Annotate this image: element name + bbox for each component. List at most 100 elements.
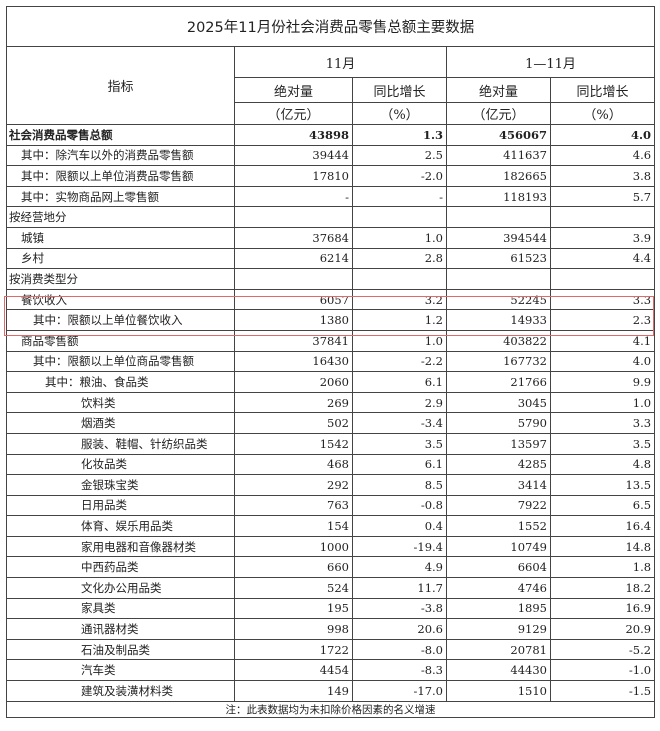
ytd-abs-unit: （亿元） — [446, 102, 551, 125]
table-row: 其中：限额以上单位消费品零售额 17810 -2.0 182665 3.8 — [6, 165, 656, 187]
row-label: 其中：粮油、食品类 — [6, 371, 235, 393]
month-abs-value — [234, 206, 353, 228]
ytd-abs-value: 118193 — [446, 185, 551, 208]
ytd-yoy-value: -5.2 — [549, 638, 656, 661]
month-abs-value: 195 — [234, 597, 353, 620]
table-row: 商品零售额 37841 1.0 403822 4.1 — [6, 329, 656, 352]
ytd-yoy-value: 18.2 — [549, 577, 656, 599]
month-yoy-value: 2.9 — [352, 391, 447, 414]
table-row: 化妆品类 468 6.1 4285 4.8 — [6, 453, 656, 476]
month-yoy-value: 0.4 — [352, 515, 447, 537]
ytd-yoy-value: 3.3 — [549, 288, 656, 311]
row-label: 其中：限额以上单位餐饮收入 — [6, 309, 235, 331]
month-yoy-value: 1.3 — [352, 124, 447, 146]
row-label: 按经营地分 — [6, 206, 235, 228]
ytd-yoy-value: 1.0 — [549, 391, 656, 414]
ytd-abs-value: 4746 — [446, 577, 551, 599]
month-yoy-value: -0.8 — [352, 494, 447, 517]
month-abs-value: 468 — [234, 453, 353, 476]
month-abs-value: 660 — [234, 556, 353, 579]
month-yoy-value: 1.0 — [352, 329, 447, 352]
month-abs-unit: （亿元） — [234, 102, 353, 125]
row-label: 其中：限额以上单位商品零售额 — [6, 350, 235, 373]
indicator-header: 指标 — [6, 46, 235, 125]
row-label: 商品零售额 — [6, 329, 235, 352]
table-row: 家用电器和音像器材类 1000 -19.4 10749 14.8 — [6, 535, 656, 558]
ytd-abs-value: 167732 — [446, 350, 551, 373]
month-abs-value: 4454 — [234, 659, 353, 682]
month-yoy-value — [352, 206, 447, 228]
ytd-yoy-value — [549, 268, 656, 290]
month-abs-value: 1542 — [234, 432, 353, 455]
ytd-abs-value: 6604 — [446, 556, 551, 579]
table-row: 餐饮收入 6057 3.2 52245 3.3 — [6, 288, 656, 311]
month-yoy-value: 6.1 — [352, 453, 447, 476]
month-yoy-value: 2.8 — [352, 247, 447, 270]
table-row: 按消费类型分 — [6, 268, 656, 290]
month-abs-value: 6057 — [234, 288, 353, 311]
month-yoy-value: -3.4 — [352, 412, 447, 434]
table-row: 其中：限额以上单位商品零售额 16430 -2.2 167732 4.0 — [6, 350, 656, 373]
table-row: 通讯器材类 998 20.6 9129 20.9 — [6, 618, 656, 640]
table-row: 城镇 37684 1.0 394544 3.9 — [6, 226, 656, 249]
ytd-yoy-value: 16.4 — [549, 515, 656, 537]
ytd-yoy-value: 13.5 — [549, 474, 656, 496]
month-abs-value: 763 — [234, 494, 353, 517]
ytd-yoy-value: 3.5 — [549, 432, 656, 455]
ytd-yoy-value: 3.9 — [549, 226, 656, 249]
month-yoy-header: 同比增长 — [352, 77, 447, 103]
table-row: 其中：实物商品网上零售额 - -118193 5.7 — [6, 185, 656, 208]
row-label: 日用品类 — [6, 494, 235, 517]
ytd-yoy-value: 2.3 — [549, 309, 656, 331]
ytd-yoy-value: 4.8 — [549, 453, 656, 476]
month-abs-value: 16430 — [234, 350, 353, 373]
ytd-abs-value: 4285 — [446, 453, 551, 476]
month-abs-value: 6214 — [234, 247, 353, 270]
ytd-yoy-value: 6.5 — [549, 494, 656, 517]
ytd-abs-value — [446, 206, 551, 228]
month-abs-value: 1000 — [234, 535, 353, 558]
table-row: 服装、鞋帽、针纺织品类 1542 3.5 13597 3.5 — [6, 432, 656, 455]
month-abs-value: 43898 — [234, 124, 353, 146]
ytd-abs-value: 52245 — [446, 288, 551, 311]
ytd-abs-value: 3414 — [446, 474, 551, 496]
ytd-abs-value: 21766 — [446, 371, 551, 393]
table-row: 中西药品类 660 4.9 6604 1.8 — [6, 556, 656, 579]
month-abs-value: 17810 — [234, 165, 353, 187]
month-header: 11月 — [234, 46, 447, 78]
ytd-yoy-value: 4.1 — [549, 329, 656, 352]
ytd-yoy-value: 3.3 — [549, 412, 656, 434]
ytd-yoy-unit: （%） — [549, 102, 656, 125]
ytd-abs-value: 20781 — [446, 638, 551, 661]
table-row: 其中：限额以上单位餐饮收入 1380 1.2 14933 2.3 — [6, 309, 656, 331]
ytd-abs-value: 9129 — [446, 618, 551, 640]
row-label: 其中：实物商品网上零售额 — [6, 185, 235, 208]
ytd-abs-value: 1510 — [446, 680, 551, 702]
ytd-yoy-value: 3.8 — [549, 165, 656, 187]
table-row: 饮料类 269 2.9 3045 1.0 — [6, 391, 656, 414]
row-label: 其中：限额以上单位消费品零售额 — [6, 165, 235, 187]
month-yoy-unit: （%） — [352, 102, 447, 125]
month-yoy-value — [352, 268, 447, 290]
table-row: 汽车类 4454 -8.3 44430 -1.0 — [6, 659, 656, 682]
ytd-abs-value: 1895 — [446, 597, 551, 620]
row-label: 其中：除汽车以外的消费品零售额 — [6, 144, 235, 167]
row-label: 乡村 — [6, 247, 235, 270]
month-yoy-value: 3.5 — [352, 432, 447, 455]
ytd-abs-value: 10749 — [446, 535, 551, 558]
month-yoy-value: -8.3 — [352, 659, 447, 682]
row-label: 汽车类 — [6, 659, 235, 682]
row-label: 社会消费品零售总额 — [6, 124, 235, 146]
ytd-yoy-value: 16.9 — [549, 597, 656, 620]
ytd-abs-value: 403822 — [446, 329, 551, 352]
month-abs-value: 1380 — [234, 309, 353, 331]
table-row: 其中：粮油、食品类 2060 6.1 21766 9.9 — [6, 371, 656, 393]
ytd-yoy-value: 20.9 — [549, 618, 656, 640]
row-label: 餐饮收入 — [6, 288, 235, 311]
table-row: 社会消费品零售总额 43898 1.3 456067 4.0 — [6, 124, 656, 146]
ytd-yoy-value: 9.9 — [549, 371, 656, 393]
row-label: 按消费类型分 — [6, 268, 235, 290]
ytd-abs-value: 61523 — [446, 247, 551, 270]
month-yoy-value: -2.0 — [352, 165, 447, 187]
month-yoy-value: 20.6 — [352, 618, 447, 640]
